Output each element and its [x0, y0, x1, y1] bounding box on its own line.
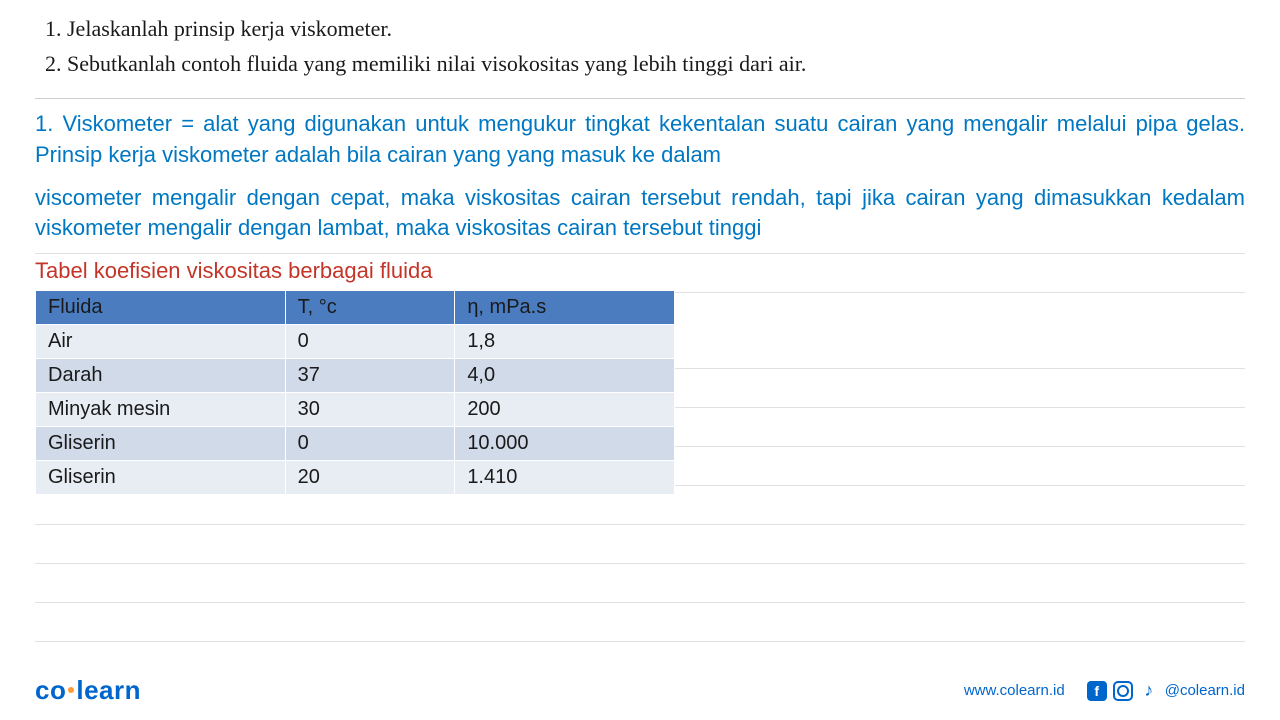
question-list: Jelaskanlah prinsip kerja viskometer. Se…: [35, 12, 1245, 80]
table-row: Gliserin 20 1.410: [36, 461, 675, 495]
cell-visc: 200: [455, 393, 675, 427]
col-header-fluida: Fluida: [36, 291, 286, 325]
table-row: Darah 37 4,0: [36, 359, 675, 393]
cell-visc: 1.410: [455, 461, 675, 495]
cell-fluida: Gliserin: [36, 427, 286, 461]
ruled-line: [35, 563, 1245, 564]
question-1: Jelaskanlah prinsip kerja viskometer.: [67, 12, 1245, 45]
cell-visc: 10.000: [455, 427, 675, 461]
table-row: Air 0 1,8: [36, 325, 675, 359]
col-header-temp: T, °c: [285, 291, 455, 325]
facebook-icon[interactable]: f: [1087, 681, 1107, 701]
social-icons: f ♪ @colearn.id: [1087, 681, 1245, 701]
logo-text-right: learn: [76, 675, 141, 705]
cell-visc: 1,8: [455, 325, 675, 359]
answer-paragraph-1: 1. Viskometer = alat yang digunakan untu…: [35, 109, 1245, 171]
tiktok-icon[interactable]: ♪: [1139, 681, 1159, 701]
ruled-line: [35, 524, 1245, 525]
social-handle: @colearn.id: [1165, 682, 1245, 699]
ruled-line: [35, 602, 1245, 603]
table-header-row: Fluida T, °c η, mPa.s: [36, 291, 675, 325]
instagram-icon[interactable]: [1113, 681, 1133, 701]
cell-visc: 4,0: [455, 359, 675, 393]
cell-fluida: Darah: [36, 359, 286, 393]
col-header-viscosity: η, mPa.s: [455, 291, 675, 325]
answer-paragraph-2: viscometer mengalir dengan cepat, maka v…: [35, 183, 1245, 245]
cell-temp: 37: [285, 359, 455, 393]
logo-dot-icon: [68, 687, 74, 693]
question-2: Sebutkanlah contoh fluida yang memiliki …: [67, 47, 1245, 80]
cell-temp: 30: [285, 393, 455, 427]
cell-fluida: Minyak mesin: [36, 393, 286, 427]
colearn-logo: colearn: [35, 675, 141, 706]
logo-text-left: co: [35, 675, 66, 705]
footer: colearn www.colearn.id f ♪ @colearn.id: [0, 675, 1280, 706]
ruled-line: [35, 641, 1245, 642]
cell-fluida: Air: [36, 325, 286, 359]
website-link[interactable]: www.colearn.id: [964, 682, 1065, 699]
table-row: Minyak mesin 30 200: [36, 393, 675, 427]
cell-temp: 0: [285, 325, 455, 359]
footer-right: www.colearn.id f ♪ @colearn.id: [964, 681, 1245, 701]
table-title: Tabel koefisien viskositas berbagai flui…: [35, 258, 1245, 284]
section-divider: [35, 98, 1245, 99]
table-body: Air 0 1,8 Darah 37 4,0 Minyak mesin 30 2…: [36, 325, 675, 495]
cell-temp: 0: [285, 427, 455, 461]
cell-temp: 20: [285, 461, 455, 495]
table-row: Gliserin 0 10.000: [36, 427, 675, 461]
viscosity-table: Fluida T, °c η, mPa.s Air 0 1,8 Darah 37…: [35, 290, 675, 495]
cell-fluida: Gliserin: [36, 461, 286, 495]
